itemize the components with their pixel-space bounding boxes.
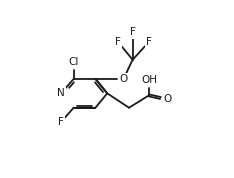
Text: F: F (58, 117, 64, 127)
Text: Cl: Cl (69, 57, 79, 67)
Text: F: F (146, 37, 152, 47)
Text: OH: OH (141, 75, 157, 85)
Text: N: N (57, 88, 65, 98)
Text: F: F (115, 37, 121, 47)
Text: O: O (119, 74, 128, 84)
Text: O: O (163, 95, 171, 104)
Text: F: F (130, 27, 135, 37)
